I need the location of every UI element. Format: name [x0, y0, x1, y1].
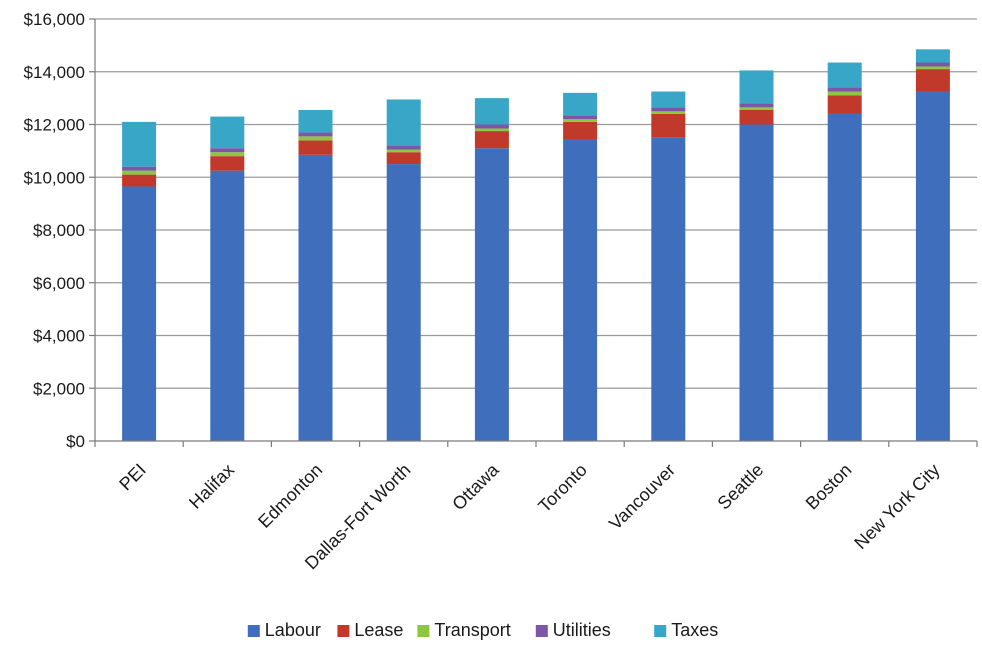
bar-segment-lease: [915, 69, 950, 92]
bar-segment-labour: [739, 124, 774, 441]
bar-segment-lease: [563, 121, 598, 140]
bar-segment-transport: [651, 111, 686, 114]
x-category-label: PEI: [115, 460, 150, 495]
bar-segment-lease: [474, 131, 509, 149]
legend-swatch-utilities: [535, 625, 548, 637]
legend-label-taxes: Taxes: [671, 620, 718, 640]
bar-segment-taxes: [915, 49, 950, 63]
bar-segment-lease: [122, 174, 157, 187]
y-tick-label: $2,000: [33, 379, 85, 398]
legend-label-labour: Labour: [265, 620, 321, 640]
bar-segment-labour: [210, 170, 245, 441]
bars: [122, 49, 950, 442]
bar-segment-taxes: [210, 116, 245, 149]
x-category-label: Ottawa: [448, 459, 503, 514]
bar-segment-lease: [651, 113, 686, 138]
bar-segment-transport: [474, 128, 509, 132]
legend-label-lease: Lease: [354, 620, 403, 640]
bar-segment-lease: [298, 140, 333, 155]
y-tick-label: $4,000: [33, 327, 85, 346]
bar-segment-transport: [739, 107, 774, 110]
legend-label-utilities: Utilities: [553, 620, 611, 640]
bar-segment-lease: [827, 95, 862, 114]
x-category-label: Toronto: [534, 460, 591, 517]
x-category-label: Seattle: [714, 460, 768, 514]
axes: [89, 18, 978, 447]
bar-segment-taxes: [739, 70, 774, 104]
bar-segment-taxes: [563, 92, 598, 116]
bar-segment-utilities: [563, 115, 598, 120]
legend-swatch-taxes: [654, 625, 667, 637]
legend-swatch-transport: [417, 625, 430, 637]
bar-segment-utilities: [915, 62, 950, 67]
bar-segment-utilities: [827, 87, 862, 92]
bar-segment-lease: [210, 156, 245, 171]
x-category-label: New York City: [850, 460, 943, 553]
legend: Labour Lease Transport Utilities Taxes: [247, 620, 718, 640]
bar-segment-lease: [386, 152, 421, 165]
bar-segment-transport: [210, 152, 245, 157]
bar-segment-taxes: [122, 121, 157, 167]
bar-segment-utilities: [386, 145, 421, 150]
bar-segment-transport: [386, 149, 421, 153]
legend-swatch-lease: [337, 625, 350, 637]
bar-segment-taxes: [474, 98, 509, 125]
bar-segment-utilities: [651, 107, 686, 112]
y-tick-label: $6,000: [33, 274, 85, 293]
y-tick-label: $14,000: [24, 63, 85, 82]
bar-segment-labour: [827, 113, 862, 441]
bar-segment-utilities: [298, 132, 333, 137]
bar-segment-transport: [563, 119, 598, 122]
legend-label-transport: Transport: [434, 620, 510, 640]
bar-segment-labour: [651, 137, 686, 441]
bar-segment-utilities: [122, 166, 157, 171]
bar-segment-transport: [915, 66, 950, 70]
bar-segment-labour: [298, 154, 333, 442]
y-tick-label: $10,000: [24, 168, 85, 187]
bar-segment-transport: [827, 91, 862, 96]
x-category-label: Boston: [802, 460, 856, 514]
x-category-label: Edmonton: [254, 460, 326, 532]
x-category-label: Vancouver: [605, 460, 679, 534]
bar-segment-utilities: [739, 103, 774, 108]
y-tick-label: $12,000: [24, 116, 85, 135]
bar-segment-labour: [915, 91, 950, 441]
bar-segment-labour: [386, 164, 421, 441]
legend-swatch-labour: [247, 625, 260, 637]
bar-segment-labour: [474, 148, 509, 442]
bar-segment-transport: [298, 136, 333, 141]
bar-segment-utilities: [210, 148, 245, 153]
y-tick-label: $16,000: [24, 10, 85, 29]
bar-segment-taxes: [386, 99, 421, 146]
bar-segment-taxes: [827, 62, 862, 88]
y-tick-label: $8,000: [33, 221, 85, 240]
bar-segment-lease: [739, 109, 774, 125]
bar-segment-labour: [563, 139, 598, 441]
bar-segment-labour: [122, 186, 157, 441]
bar-segment-taxes: [298, 109, 333, 133]
y-tick-label: $0: [66, 432, 85, 451]
bar-segment-taxes: [651, 91, 686, 108]
bar-segment-transport: [122, 170, 157, 175]
x-category-label: Halifax: [185, 460, 238, 513]
bar-segment-utilities: [474, 124, 509, 129]
